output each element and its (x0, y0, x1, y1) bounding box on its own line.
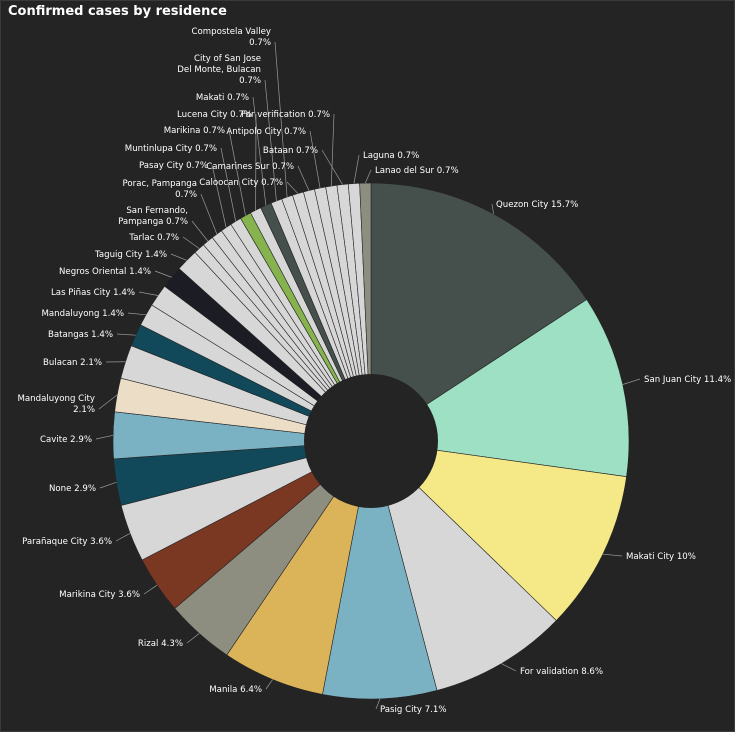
chart-title: Confirmed cases by residence (8, 4, 227, 19)
label-group: Quezon City 15.7% San Juan City 11.4% Maka… (17, 27, 731, 715)
label-tarlac: Tarlac 0.7% (128, 233, 179, 243)
leader-makati (252, 96, 267, 206)
leader-mandaluyong-city (98, 394, 118, 410)
label-muntinlupa-city: Muntinlupa City 0.7% (125, 144, 217, 154)
label-makati-city: Makati City 10% (626, 552, 696, 562)
label-camarines-sur: Camarines Sur 0.7% (206, 162, 294, 172)
label-para-aque-city: Parañaque City 3.6% (22, 537, 112, 547)
label-pasay-city: Pasay City 0.7% (139, 161, 208, 171)
label-antipolo-city: Antipolo City 0.7% (226, 127, 306, 137)
leader-tarlac (182, 236, 200, 249)
label-porac-pampanga: Porac, Pampanga 0.7% (123, 179, 197, 200)
leader-san-juan-city (622, 378, 641, 385)
label-quezon-city: Quezon City 15.7% (496, 200, 578, 210)
leader-muntinlupa-city (220, 147, 237, 222)
label-mandaluyong-city: Mandaluyong City 2.1% (17, 394, 95, 415)
leader-for-validation (501, 663, 517, 672)
leader-none (99, 481, 117, 489)
label-san-fernando-pampanga: San Fernando, Pampanga 0.7% (118, 206, 188, 227)
leader-caloocan-city (286, 181, 299, 194)
label-taguig-city: Taguig City 1.4% (94, 250, 167, 260)
label-san-juan-city: San Juan City 11.4% (644, 375, 731, 385)
leader-manila (265, 679, 273, 690)
label-makati: Makati 0.7% (196, 93, 249, 103)
leader-las-pi-as-city (138, 291, 159, 296)
label-marikina: Marikina 0.7% (164, 126, 225, 136)
leader-para-aque-city (115, 532, 131, 542)
leader-rizal (186, 633, 200, 644)
label-bataan: Bataan 0.7% (263, 146, 318, 156)
slice-quezon-city[interactable] (370, 182, 588, 442)
label-batangas: Batangas 1.4% (48, 330, 113, 340)
leader-lanao-del-sur (364, 169, 372, 184)
label-las-pi-as-city: Las Piñas City 1.4% (51, 288, 135, 298)
label-marikina-city: Marikina City 3.6% (59, 590, 140, 600)
label-negros-oriental: Negros Oriental 1.4% (59, 267, 151, 277)
label-city-of-san-jose-del-monte-bulacan: City of San Jose Del Monte, Bulacan 0.7% (177, 54, 261, 86)
leader-bataan (321, 149, 343, 185)
label-none: None 2.9% (49, 484, 96, 494)
label-bulacan: Bulacan 2.1% (43, 358, 102, 368)
label-rizal: Rizal 4.3% (138, 639, 183, 649)
leader-porac-pampanga (200, 193, 218, 235)
leader-san-fernando-pampanga (191, 220, 209, 242)
leader-taguig-city (170, 253, 187, 261)
leader-laguna (353, 154, 360, 184)
leader-line-group (95, 41, 641, 710)
label-compostela-valley: Compostela Valley 0.7% (192, 27, 272, 48)
leader-marikina (228, 129, 246, 216)
label-for-verification: For verification 0.7% (241, 110, 330, 120)
leader-city-of-san-jose-del-monte-bulacan (264, 79, 277, 201)
leader-compostela-valley (274, 41, 288, 198)
label-manila: Manila 6.4% (209, 685, 262, 695)
label-mandaluyong: Mandaluyong 1.4% (42, 309, 125, 319)
leader-quezon-city (491, 203, 494, 215)
slice-for-validation[interactable] (370, 440, 557, 691)
slice-makati-city[interactable] (370, 440, 627, 621)
leader-makati-city (602, 553, 623, 557)
label-lucena-city: Lucena City 0.7% (177, 110, 252, 120)
leader-pasig-city (375, 698, 381, 710)
label-caloocan-city: Caloocan City 0.7% (199, 178, 283, 188)
leader-marikina-city (143, 584, 158, 595)
leader-cavite (95, 434, 114, 440)
label-cavite: Cavite 2.9% (40, 435, 92, 445)
leader-camarines-sur (297, 165, 310, 191)
leader-mandaluyong (127, 312, 146, 316)
label-pasig-city: Pasig City 7.1% (380, 705, 447, 715)
donut-hole (304, 374, 438, 508)
leader-negros-oriental (154, 270, 172, 278)
label-laguna: Laguna 0.7% (363, 151, 419, 161)
leader-for-verification (330, 113, 335, 187)
label-lanao-del-sur: Lanao del Sur 0.7% (375, 166, 459, 176)
leader-antipolo-city (309, 130, 321, 189)
leader-batangas (116, 333, 136, 336)
slice-pasig-city[interactable] (322, 440, 438, 700)
label-for-validation: For validation 8.6% (520, 667, 603, 677)
leader-pasay-city (211, 164, 227, 228)
